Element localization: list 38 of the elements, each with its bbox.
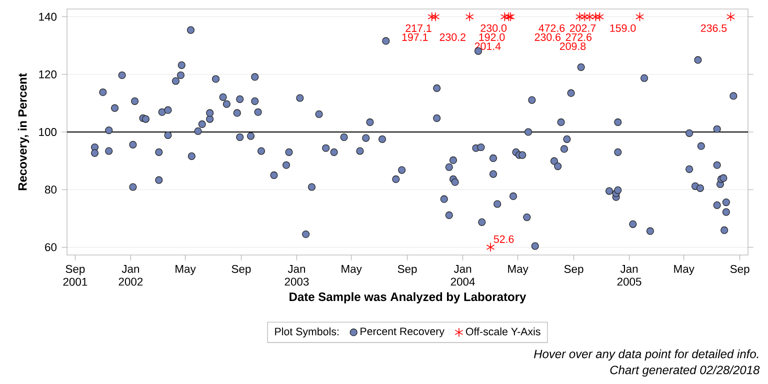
x-tick-label: May	[176, 265, 196, 276]
x-tick-label: Jan 2005	[617, 265, 642, 286]
y-tick-label: 60	[45, 243, 57, 252]
annotation: 202.7	[570, 24, 596, 32]
annotation: 192.0	[479, 33, 505, 41]
y-tick-label: 140	[39, 12, 57, 21]
y-axis-title: Recovery, in Percent	[18, 73, 30, 190]
annotation: 230.2	[440, 33, 466, 41]
annotation: 217.1	[406, 24, 432, 32]
y-tick-label: 100	[39, 128, 57, 136]
x-tick-label: May	[342, 265, 362, 276]
x-tick-label: Sep 2001	[63, 265, 88, 286]
legend-label: Off-scale Y-Axis	[466, 327, 540, 336]
x-tick-label: Sep	[398, 265, 417, 276]
annotation: 272.6	[566, 33, 592, 41]
x-tick-label: May	[674, 265, 694, 276]
annotation: 236.5	[700, 24, 727, 32]
x-tick-label: May	[508, 265, 528, 276]
annotation: 197.1	[402, 33, 428, 41]
y-tick-label: 120	[39, 70, 57, 78]
annotation: 209.8	[560, 42, 586, 50]
text: Chart generated 02/28/2018	[610, 365, 760, 377]
annotation: 230.6	[534, 33, 561, 41]
x-tick-label: Sep	[232, 265, 251, 276]
annotation: 472.6	[538, 24, 565, 32]
x-tick-label: Sep	[730, 265, 750, 276]
annotation: 159.0	[610, 24, 636, 32]
x-tick-label: Sep	[564, 265, 584, 276]
x-tick-label: Jan 2004	[450, 265, 475, 286]
text: Hover over any data point for detailed info.	[534, 349, 758, 361]
x-tick-label: Jan 2002	[118, 265, 143, 286]
x-tick-label: Jan 2003	[284, 265, 309, 286]
legend-label: Percent Recovery	[360, 328, 444, 338]
annotation: 52.6	[494, 235, 514, 243]
y-tick-label: 80	[44, 186, 57, 194]
x-axis-title: Date Sample was Analyzed by Laboratory	[290, 292, 526, 304]
annotation: 230.0	[480, 24, 507, 32]
legend-title: Plot Symbols:	[275, 327, 338, 338]
